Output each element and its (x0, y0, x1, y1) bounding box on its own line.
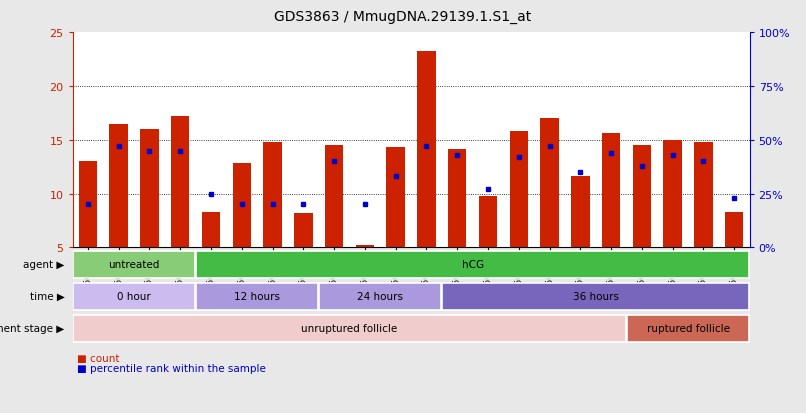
Bar (73, 315, 626, 342)
Bar (540, 119, 559, 248)
Bar (509, 132, 528, 248)
Text: untreated: untreated (108, 260, 160, 270)
Bar (725, 212, 743, 248)
Bar (73, 252, 195, 278)
Text: ■ count: ■ count (77, 353, 119, 363)
Bar (196, 283, 318, 310)
Text: hCG: hCG (462, 260, 484, 270)
Text: agent ▶: agent ▶ (23, 260, 64, 270)
Bar (694, 142, 713, 248)
Bar (602, 134, 621, 248)
Text: development stage ▶: development stage ▶ (0, 323, 64, 333)
Bar (294, 214, 313, 248)
Bar (355, 246, 374, 248)
Bar (171, 117, 189, 248)
Text: 0 hour: 0 hour (117, 292, 151, 301)
Bar (196, 252, 749, 278)
Bar (479, 196, 497, 248)
Bar (627, 315, 749, 342)
Text: ruptured follicle: ruptured follicle (646, 323, 729, 333)
Text: 24 hours: 24 hours (357, 292, 403, 301)
Bar (79, 162, 98, 248)
Text: unruptured follicle: unruptured follicle (301, 323, 397, 333)
Bar (325, 146, 343, 248)
Text: 36 hours: 36 hours (573, 292, 619, 301)
Bar (110, 124, 128, 248)
Text: ■ percentile rank within the sample: ■ percentile rank within the sample (77, 363, 265, 373)
Bar (319, 283, 441, 310)
Bar (73, 283, 195, 310)
Bar (633, 146, 651, 248)
Bar (442, 283, 749, 310)
Text: GDS3863 / MmugDNA.29139.1.S1_at: GDS3863 / MmugDNA.29139.1.S1_at (274, 10, 532, 24)
Bar (663, 140, 682, 248)
Bar (202, 212, 220, 248)
Bar (140, 130, 159, 248)
Bar (386, 148, 405, 248)
Text: 12 hours: 12 hours (235, 292, 280, 301)
Bar (418, 52, 436, 248)
Bar (233, 164, 251, 248)
Bar (571, 177, 589, 248)
Text: time ▶: time ▶ (30, 292, 64, 301)
Bar (264, 142, 282, 248)
Bar (448, 150, 467, 248)
